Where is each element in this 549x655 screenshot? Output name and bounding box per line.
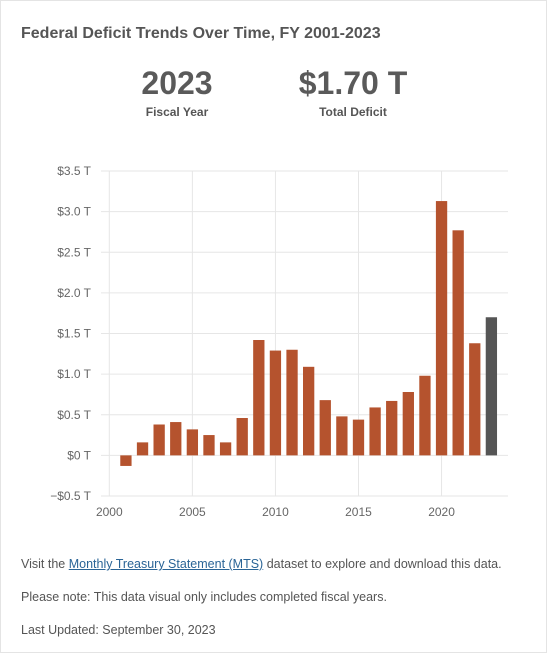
bar-2004 [170,422,182,456]
bar-2015 [352,419,365,456]
mts-link[interactable]: Monthly Treasury Statement (MTS) [68,557,264,571]
last-updated: Last Updated: September 30, 2023 [21,623,216,637]
bar-2023 [485,317,498,456]
bar-2021 [452,230,464,456]
bar-2005 [186,429,199,456]
y-tick-label: $1.0 T [57,367,91,381]
fiscal-year-stat: 2023 Fiscal Year [127,63,227,119]
bar-2009 [253,340,265,456]
y-tick-label: $3.0 T [57,205,91,219]
footer-note: Please note: This data visual only inclu… [21,590,387,604]
fiscal-year-value: 2023 [141,65,213,101]
x-tick-label: 2020 [428,505,455,519]
bar-2003 [153,424,165,456]
x-tick-label: 2000 [96,505,123,519]
bar-2019 [419,375,431,456]
y-tick-label: $2.0 T [57,286,91,300]
bar-2008 [236,418,248,456]
bar-2014 [336,416,348,456]
bar-2007 [219,442,232,456]
fiscal-year-label: Fiscal Year [145,105,209,119]
y-tick-label: $0 T [67,448,91,462]
footer-suffix: dataset to explore and download this dat… [263,557,502,571]
bar-2010 [269,350,282,456]
bar-2011 [286,349,298,456]
x-tick-label: 2015 [345,505,372,519]
footer-mts-note: Visit the Monthly Treasury Statement (MT… [21,557,502,571]
bar-2002 [136,442,149,456]
bar-2018 [402,392,414,456]
total-deficit-stat: $1.70 T Total Deficit [283,63,423,119]
total-deficit-value: $1.70 T [298,65,408,101]
bar-2016 [369,407,381,456]
bar-2022 [469,343,481,456]
total-deficit-label: Total Deficit [319,105,387,119]
chart-title: Federal Deficit Trends Over Time, FY 200… [21,25,381,42]
x-tick-label: 2005 [179,505,206,519]
bar-2013 [319,400,331,456]
y-tick-label: $3.5 T [57,164,91,178]
y-tick-label: $0.5 T [57,408,91,422]
bar-2012 [303,366,315,456]
bar-2001 [120,455,132,466]
footer-prefix: Visit the [21,557,69,571]
y-tick-label: $1.5 T [57,327,91,341]
y-tick-label: $2.5 T [57,245,91,259]
bar-2020 [435,201,448,456]
bar-2006 [203,435,215,456]
bar-2017 [386,400,398,456]
deficit-bar-chart[interactable]: −$0.5 T $0 T $0.5 T $1.0 T $1.5 T $2.0 T $2.5 … [1,151,549,531]
y-tick-label: −$0.5 T [50,489,91,503]
x-tick-label: 2010 [262,505,289,519]
